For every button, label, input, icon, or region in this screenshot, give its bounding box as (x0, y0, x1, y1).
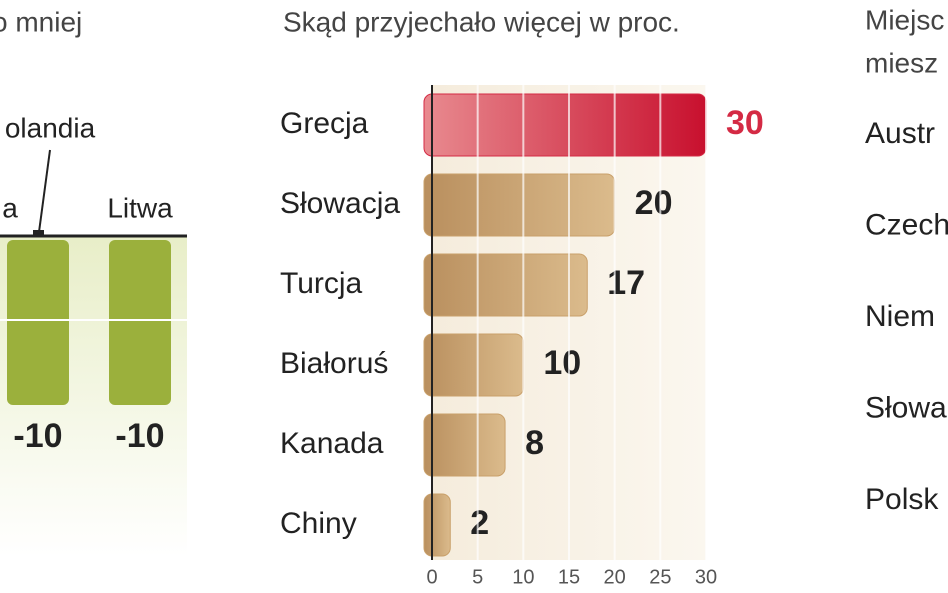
y-tick-label: Turcja (280, 267, 363, 300)
left-title: o mniej (0, 6, 82, 37)
x-tick-label: a (2, 192, 18, 223)
x-tick-label: Litwa (107, 192, 173, 223)
right-item: Austr (865, 117, 935, 150)
bar (423, 173, 616, 237)
annotation: olandia (5, 112, 96, 143)
x-tick-label: 5 (472, 566, 483, 588)
value-label: -10 (115, 417, 164, 455)
y-tick-label: Chiny (280, 507, 357, 540)
value-label: -10 (13, 417, 62, 455)
bar (423, 493, 451, 557)
bar (423, 93, 707, 157)
value-label: 20 (635, 184, 673, 222)
annotation-pointer (38, 149, 51, 233)
right-item: Słowa (865, 391, 947, 424)
bar (7, 240, 69, 405)
x-tick-label: 20 (604, 566, 626, 588)
value-label: 2 (470, 504, 489, 542)
bar (423, 333, 524, 397)
bar (423, 253, 588, 317)
y-tick-label: Grecja (280, 107, 369, 140)
value-label: 30 (726, 104, 764, 142)
value-label: 10 (543, 344, 581, 382)
x-tick-label: 10 (512, 566, 534, 588)
right-item: Niem (865, 300, 935, 333)
y-tick-label: Białoruś (280, 347, 388, 380)
x-tick-label: 0 (426, 566, 437, 588)
bar (109, 240, 171, 405)
center-title: Skąd przyjechało więcej w proc. (283, 6, 680, 37)
right-title-line: Miejsc (865, 4, 944, 35)
right-item: Polsk (865, 483, 939, 516)
right-title-line: miesz (865, 47, 938, 78)
value-label: 8 (525, 424, 544, 462)
y-tick-label: Kanada (280, 427, 384, 460)
y-tick-label: Słowacja (280, 187, 400, 220)
bar (423, 413, 506, 477)
x-tick-label: 15 (558, 566, 580, 588)
x-tick-label: 30 (695, 566, 717, 588)
x-tick-label: 25 (649, 566, 671, 588)
right-item: Czech (865, 208, 948, 241)
value-label: 17 (607, 264, 645, 302)
